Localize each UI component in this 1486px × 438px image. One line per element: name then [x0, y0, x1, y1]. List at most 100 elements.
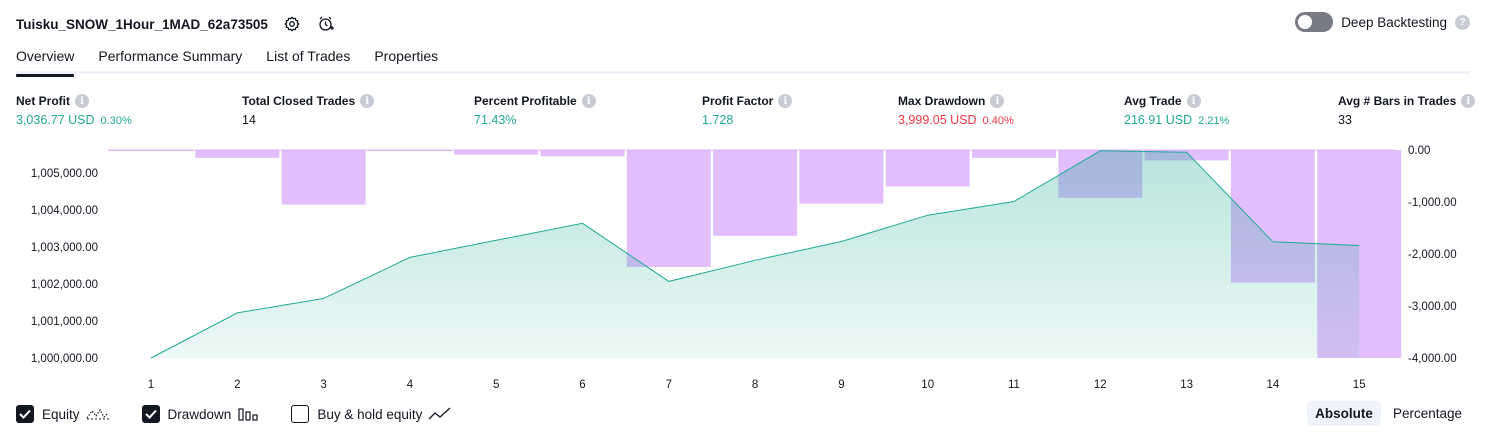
left-axis-tick: 1,003,000.00	[31, 242, 98, 254]
x-axis-tick: 7	[666, 379, 672, 391]
drawdown-bar	[626, 150, 711, 267]
x-axis-tick: 14	[1267, 379, 1280, 391]
info-icon[interactable]: i	[778, 94, 793, 108]
drawdown-bar	[885, 150, 970, 187]
drawdown-checkbox[interactable]	[141, 405, 160, 423]
drawdown-bar	[454, 150, 539, 155]
equity-drawdown-chart: 1,000,000.00 1,001,000.00 1,002,000.00 1,00…	[31, 145, 1457, 391]
chart-legend: Equity Drawdown Buy & hold equity	[16, 402, 484, 426]
legend-label: Drawdown	[167, 406, 232, 422]
equity-wave-icon	[86, 407, 110, 421]
stat-value: 1.728	[702, 113, 734, 127]
left-axis-tick: 1,002,000.00	[31, 279, 98, 291]
stat-label: Percent Profitable	[474, 94, 577, 108]
stat-value: 33	[1338, 113, 1352, 127]
x-axis-tick: 6	[579, 379, 585, 391]
stat-label: Profit Factor	[702, 94, 774, 108]
info-icon[interactable]: i	[1461, 94, 1476, 108]
stat-net-profit: Net Profit i 3,036.77 USD 0.30%	[16, 93, 132, 127]
stat-total-closed-trades: Total Closed Trades i 14	[242, 93, 375, 127]
legend-label: Equity	[42, 406, 80, 422]
report-tabs: Overview Performance Summary List of Tra…	[16, 44, 1470, 77]
drawdown-bar	[540, 150, 625, 157]
bar-chart-icon	[237, 407, 259, 421]
help-icon[interactable]: ?	[1455, 14, 1470, 30]
x-axis-tick: 15	[1353, 379, 1366, 391]
info-icon[interactable]: i	[581, 94, 596, 108]
x-axis-tick: 2	[234, 379, 240, 391]
strategy-title: Tuisku_SNOW_1Hour_1MAD_62a73505	[16, 16, 268, 32]
stat-avg-trade: Avg Trade i 216.91 USD 2.21%	[1124, 93, 1229, 127]
left-axis-tick: 1,000,000.00	[31, 353, 98, 365]
drawdown-bar	[799, 150, 884, 204]
add-alert-icon[interactable]	[316, 14, 336, 34]
stat-label: Avg # Bars in Trades	[1338, 94, 1457, 108]
summary-stats: Net Profit i 3,036.77 USD 0.30% Total Clos…	[0, 93, 1486, 133]
info-icon[interactable]: i	[1186, 94, 1201, 108]
x-axis-tick: 5	[493, 379, 499, 391]
legend-equity[interactable]: Equity	[16, 405, 110, 423]
x-axis-tick: 10	[921, 379, 934, 391]
x-axis-tick: 8	[752, 379, 758, 391]
x-axis-tick: 3	[320, 379, 326, 391]
tab-list-of-trades[interactable]: List of Trades	[266, 48, 351, 64]
drawdown-bar	[367, 150, 452, 152]
x-axis-tick: 13	[1180, 379, 1193, 391]
right-axis-tick: 0.00	[1408, 145, 1430, 157]
drawdown-bar	[713, 150, 798, 236]
tab-performance-summary[interactable]: Performance Summary	[98, 48, 243, 64]
tab-overview[interactable]: Overview	[16, 44, 75, 77]
right-axis-tick: -1,000.00	[1408, 197, 1457, 209]
tab-properties[interactable]: Properties	[374, 48, 439, 64]
right-axis-tick: -3,000.00	[1408, 301, 1457, 313]
stat-percent: 2.21%	[1198, 115, 1230, 127]
equity-checkbox[interactable]	[16, 405, 34, 423]
left-axis-tick: 1,005,000.00	[31, 168, 98, 180]
stat-percent: 0.40%	[982, 115, 1014, 127]
value-mode-switch: Absolute Percentage	[1307, 401, 1470, 426]
settings-icon[interactable]	[282, 14, 302, 34]
info-icon[interactable]: i	[75, 94, 89, 108]
right-axis-tick: -2,000.00	[1408, 249, 1457, 261]
drawdown-bar	[109, 150, 193, 152]
legend-drawdown[interactable]: Drawdown	[141, 405, 260, 423]
deep-backtesting-label: Deep Backtesting	[1341, 14, 1447, 30]
x-axis-tick: 11	[1008, 379, 1020, 391]
x-axis-tick: 9	[838, 379, 844, 391]
left-axis-tick: 1,001,000.00	[31, 316, 98, 328]
line-chart-icon	[428, 407, 452, 421]
absolute-button[interactable]: Absolute	[1307, 401, 1381, 426]
drawdown-bar	[281, 150, 366, 205]
right-axis-tick: -4,000.00	[1408, 353, 1457, 365]
deep-backtesting-toggle[interactable]	[1295, 12, 1334, 32]
x-axis-tick: 4	[407, 379, 414, 391]
equity-line	[150, 150, 1360, 359]
info-icon[interactable]: i	[990, 94, 1005, 108]
stat-label: Max Drawdown	[898, 94, 986, 108]
stat-value: 216.91 USD	[1124, 113, 1193, 127]
equity-area	[151, 150, 1360, 358]
stat-max-drawdown: Max Drawdown i 3,999.05 USD 0.40%	[898, 93, 1014, 127]
stat-percent: 0.30%	[100, 115, 132, 127]
deep-backtesting-control: Deep Backtesting ?	[1295, 12, 1470, 32]
stat-label: Total Closed Trades	[242, 94, 356, 108]
buy-hold-checkbox[interactable]	[291, 405, 310, 423]
stat-profit-factor: Profit Factor i 1.728	[702, 93, 793, 127]
strategy-header: Tuisku_SNOW_1Hour_1MAD_62a73505	[16, 10, 336, 38]
stat-value: 3,999.05 USD	[898, 113, 977, 127]
stat-value: 14	[242, 113, 256, 127]
stat-label: Net Profit	[16, 94, 70, 108]
stat-avg-bars: Avg # Bars in Trades i 33	[1338, 93, 1476, 127]
legend-buy-hold[interactable]: Buy & hold equity	[291, 405, 452, 423]
info-icon[interactable]: i	[360, 94, 375, 108]
stat-percent-profitable: Percent Profitable i 71.43%	[474, 93, 596, 127]
stat-label: Avg Trade	[1124, 94, 1182, 108]
drawdown-bar	[195, 150, 280, 158]
percentage-button[interactable]: Percentage	[1392, 406, 1462, 421]
stat-value: 3,036.77 USD	[16, 113, 95, 127]
drawdown-bar	[972, 150, 1056, 158]
x-axis-tick: 12	[1094, 379, 1107, 391]
left-axis-tick: 1,004,000.00	[31, 205, 98, 217]
stat-value: 71.43%	[474, 113, 517, 127]
legend-label: Buy & hold equity	[317, 406, 423, 422]
